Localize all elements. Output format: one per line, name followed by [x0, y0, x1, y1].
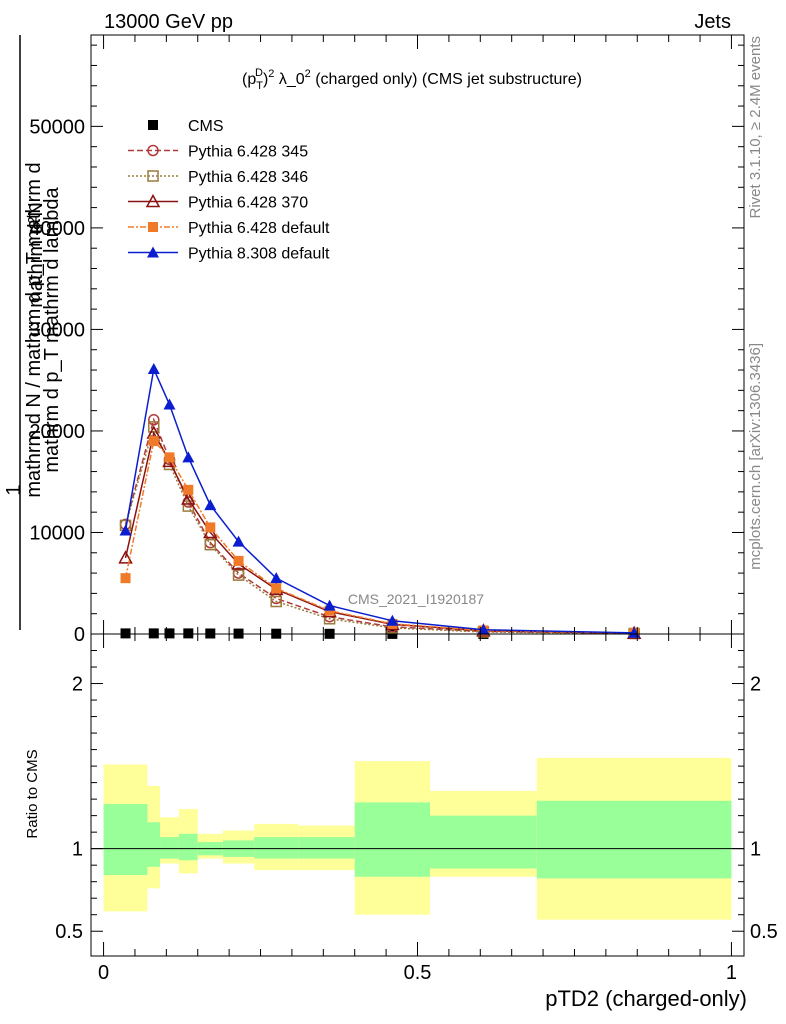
main-plot: CMS_2021_I1920187 (pTD)2 λ_02 (charged o…	[118, 67, 642, 640]
legend-marker-2	[147, 170, 159, 182]
series-5-point-5	[232, 535, 245, 547]
series-5-point-1	[147, 363, 160, 375]
ratio-ytick-label-right-1: 1	[750, 839, 761, 861]
y-axis-label-line-1: mathrm d p_T mathrm d lambda	[41, 186, 63, 472]
main-ytick-label-4: 40000	[29, 218, 85, 240]
series-2-point-5	[232, 569, 245, 581]
legend-marker-0	[148, 120, 158, 130]
legend-label-5: Pythia 8.308 default	[188, 246, 330, 263]
series-0-point-4	[205, 628, 216, 639]
series-2-point-4	[204, 538, 217, 551]
rivet-label: Rivet 3.1.10, ≥ 2.4M events	[747, 36, 764, 219]
title-sub1: T	[256, 80, 263, 92]
series-2-point-6	[270, 595, 282, 608]
series-0-point-3	[183, 628, 194, 639]
series-line-1	[124, 417, 635, 635]
legend-marker-4	[148, 222, 158, 232]
main-ytick-label-5: 50000	[29, 116, 85, 138]
series-4-point-2	[164, 452, 175, 463]
ratio-inner-band-0	[103, 804, 148, 876]
ratio-y-label: Ratio to CMS	[24, 749, 41, 838]
mcplots-label: mcplots.cern.ch [arXiv:1306.3436]	[747, 343, 764, 570]
series-4-point-4	[205, 522, 216, 533]
title-close: )	[263, 71, 268, 88]
ratio-ytick-label-left-2: 2	[72, 674, 83, 696]
ratio-ytick-label-left-1: 1	[72, 839, 83, 861]
series-5-point-3	[182, 451, 195, 463]
y-axis-label-line-3: mathrm d N / mathrm d p_T mathrm d	[23, 162, 45, 497]
series-1-point-1	[148, 414, 160, 426]
legend-label-2: Pythia 6.428 346	[188, 169, 308, 186]
title-sup3: 2	[305, 68, 311, 80]
title-sup2: 2	[268, 68, 274, 80]
header-left: 13000 GeV pp	[104, 11, 233, 33]
title-open: (p	[242, 71, 256, 88]
series-3-point-3	[181, 491, 196, 505]
legend-marker-5	[147, 246, 159, 258]
ratio-inner-band-10	[536, 800, 732, 879]
ratio-ytick-label-right-0: 0.5	[750, 921, 778, 943]
legend-label-0: CMS	[188, 118, 224, 135]
legend-label-1: Pythia 6.428 345	[188, 144, 308, 161]
ratio-plot: Ratio to CMS pTD2 (charged-only)	[24, 749, 747, 1011]
ratio-inner-band-9	[430, 815, 537, 869]
legend-marker-3	[145, 193, 161, 208]
main-ytick-label-3: 30000	[29, 319, 85, 341]
header-right: Jets	[694, 11, 731, 33]
series-4	[120, 436, 640, 639]
ratio-inner-band-1	[147, 822, 161, 867]
legend-label-3: Pythia 6.428 370	[188, 195, 308, 212]
ratio-inner-band-2	[160, 837, 179, 859]
ratio-bands	[103, 757, 732, 920]
ratio-inner-band-7	[298, 837, 355, 859]
x-axis-label: pTD2 (charged-only)	[545, 986, 747, 1011]
series-4-point-0	[120, 573, 131, 584]
series-5-point-8	[386, 614, 399, 626]
series-5-point-7	[323, 599, 336, 611]
xtick-label-1: 0.5	[404, 962, 432, 984]
y-axis-label-line-2: 1	[3, 484, 25, 495]
ratio-inner-band-6	[254, 837, 299, 859]
series-5-point-2	[163, 398, 176, 410]
main-ytick-label-0: 0	[74, 624, 85, 646]
series-4-point-1	[148, 436, 159, 447]
series-5-point-0	[119, 524, 132, 536]
series-0-point-1	[148, 628, 159, 639]
legend: CMS Pythia 6.428 345 Pythia 6.428 346 Pythi…	[128, 118, 330, 263]
legend-label-4: Pythia 6.428 default	[188, 220, 330, 237]
plot-title: (pTD)2 λ_02 (charged only) (CMS jet subs…	[242, 67, 582, 92]
series-0-point-2	[164, 628, 175, 639]
title-mid: λ_0	[274, 71, 304, 88]
series-4-point-5	[233, 555, 244, 566]
series-0-point-0	[120, 628, 131, 639]
series-3-point-0	[118, 550, 133, 564]
xtick-label-0: 0	[98, 962, 109, 984]
title-rest: (charged only) (CMS jet substructure)	[311, 71, 582, 88]
ratio-inner-band-3	[178, 833, 198, 861]
ratio-ytick-label-left-0: 0.5	[55, 921, 83, 943]
main-ytick-label-1: 10000	[29, 522, 85, 544]
series-5-point-6	[270, 572, 283, 584]
series-4-point-3	[183, 484, 194, 495]
main-ytick-label-2: 20000	[29, 421, 85, 443]
xtick-label-2: 1	[726, 962, 737, 984]
title-sup1: D	[255, 67, 263, 79]
series-4-point-7	[324, 605, 335, 616]
ratio-inner-band-8	[354, 802, 431, 877]
axes: 0 10000 20000 30000 40000 50000 0.5 0.5 1 1 2 2 0 0.5…	[29, 34, 778, 984]
plot-watermark: CMS_2021_I1920187	[348, 591, 484, 607]
legend-marker-1	[147, 144, 159, 157]
series-4-point-6	[271, 583, 282, 594]
y-axis-label-line-0: mathrm d²N	[25, 202, 47, 308]
series-5-point-4	[204, 499, 217, 511]
ratio-ytick-label-right-2: 2	[750, 674, 761, 696]
